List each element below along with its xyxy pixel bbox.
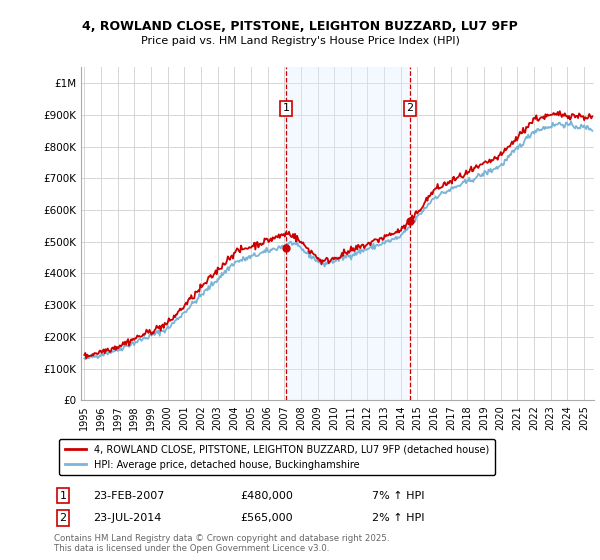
Text: 23-JUL-2014: 23-JUL-2014 bbox=[93, 513, 161, 523]
Text: 7% ↑ HPI: 7% ↑ HPI bbox=[372, 491, 425, 501]
Text: 2: 2 bbox=[59, 513, 67, 523]
Text: 4, ROWLAND CLOSE, PITSTONE, LEIGHTON BUZZARD, LU7 9FP: 4, ROWLAND CLOSE, PITSTONE, LEIGHTON BUZ… bbox=[82, 20, 518, 32]
Bar bbox=[286, 67, 410, 400]
Legend: 4, ROWLAND CLOSE, PITSTONE, LEIGHTON BUZZARD, LU7 9FP (detached house), HPI: Ave: 4, ROWLAND CLOSE, PITSTONE, LEIGHTON BUZ… bbox=[59, 439, 495, 475]
Text: Price paid vs. HM Land Registry's House Price Index (HPI): Price paid vs. HM Land Registry's House … bbox=[140, 36, 460, 46]
Text: £480,000: £480,000 bbox=[240, 491, 293, 501]
Text: £565,000: £565,000 bbox=[240, 513, 293, 523]
Text: Contains HM Land Registry data © Crown copyright and database right 2025.
This d: Contains HM Land Registry data © Crown c… bbox=[54, 534, 389, 553]
Text: 2: 2 bbox=[406, 104, 413, 114]
Text: 23-FEB-2007: 23-FEB-2007 bbox=[93, 491, 164, 501]
Text: 1: 1 bbox=[59, 491, 67, 501]
Text: 1: 1 bbox=[283, 104, 290, 114]
Text: 2% ↑ HPI: 2% ↑ HPI bbox=[372, 513, 425, 523]
